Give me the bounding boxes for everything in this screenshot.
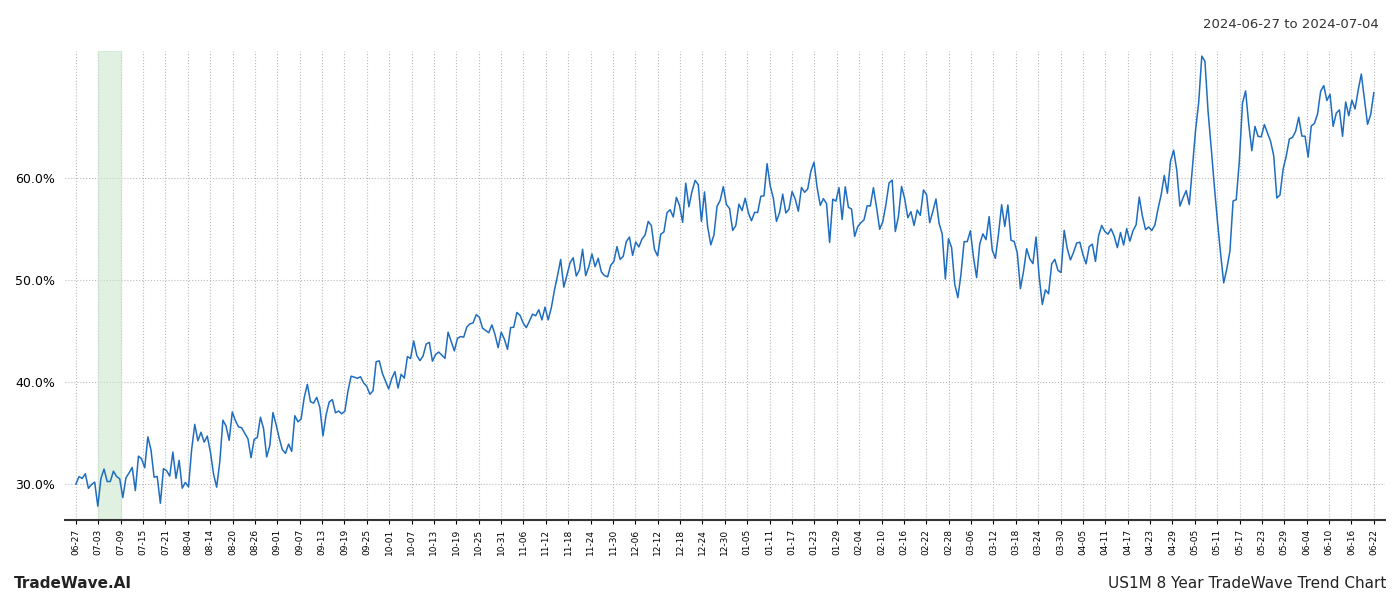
Text: TradeWave.AI: TradeWave.AI (14, 576, 132, 591)
Text: US1M 8 Year TradeWave Trend Chart: US1M 8 Year TradeWave Trend Chart (1107, 576, 1386, 591)
Text: 2024-06-27 to 2024-07-04: 2024-06-27 to 2024-07-04 (1203, 18, 1379, 31)
Bar (98, 51, 120, 520)
